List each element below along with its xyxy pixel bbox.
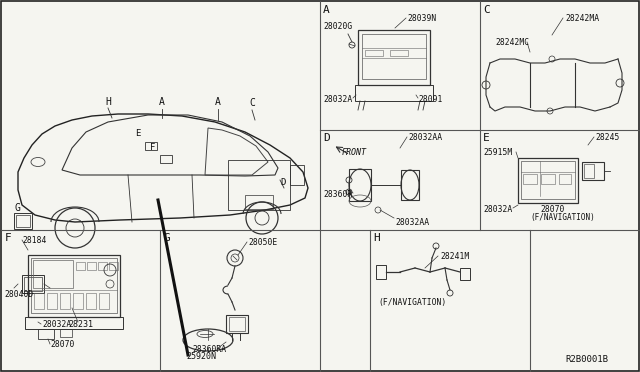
Text: 28242MA: 28242MA bbox=[565, 14, 599, 23]
Bar bbox=[349, 169, 371, 201]
Bar bbox=[358, 30, 430, 85]
Text: 28032AA: 28032AA bbox=[408, 133, 442, 142]
Bar bbox=[521, 161, 575, 199]
Text: 28032A: 28032A bbox=[323, 95, 352, 104]
Bar bbox=[38, 329, 54, 339]
Text: 28020G: 28020G bbox=[323, 22, 352, 31]
Text: 28040D: 28040D bbox=[4, 290, 33, 299]
Bar bbox=[25, 317, 123, 329]
Text: 28241M: 28241M bbox=[440, 252, 469, 261]
Text: E: E bbox=[134, 129, 140, 138]
Bar bbox=[16, 215, 30, 227]
Bar bbox=[34, 293, 44, 309]
Text: F: F bbox=[150, 143, 155, 152]
Text: D: D bbox=[323, 133, 330, 143]
Bar bbox=[229, 317, 245, 331]
Bar bbox=[87, 262, 96, 270]
Bar bbox=[145, 142, 157, 150]
Text: (F/NAVIGATION): (F/NAVIGATION) bbox=[530, 213, 595, 222]
Text: G: G bbox=[14, 203, 20, 213]
Text: 28360RA: 28360RA bbox=[192, 345, 226, 354]
Bar bbox=[290, 165, 304, 185]
Text: 28032AA: 28032AA bbox=[395, 218, 429, 227]
Bar bbox=[60, 293, 70, 309]
Text: 28091: 28091 bbox=[418, 95, 442, 104]
Bar bbox=[226, 315, 248, 333]
Bar bbox=[76, 262, 85, 270]
Bar bbox=[86, 293, 96, 309]
Text: A: A bbox=[215, 97, 221, 107]
Text: 28070: 28070 bbox=[50, 340, 74, 349]
Text: 28360R: 28360R bbox=[323, 190, 352, 199]
Text: 28032A: 28032A bbox=[42, 320, 71, 329]
Text: A: A bbox=[323, 5, 330, 15]
Text: H: H bbox=[373, 233, 380, 243]
Text: 28245: 28245 bbox=[595, 133, 620, 142]
Bar bbox=[376, 265, 386, 279]
Text: F: F bbox=[5, 233, 12, 243]
Text: 25920N: 25920N bbox=[186, 352, 216, 361]
Text: C: C bbox=[483, 5, 490, 15]
Bar bbox=[584, 164, 594, 178]
Bar bbox=[362, 34, 426, 79]
Bar bbox=[60, 329, 72, 337]
Bar bbox=[73, 293, 83, 309]
Bar bbox=[365, 50, 383, 56]
Text: E: E bbox=[483, 133, 490, 143]
Bar bbox=[401, 170, 419, 200]
Text: 28231: 28231 bbox=[68, 320, 93, 329]
Bar bbox=[245, 195, 273, 209]
Bar bbox=[14, 213, 32, 229]
Text: H: H bbox=[105, 97, 111, 107]
Text: 28039N: 28039N bbox=[407, 14, 436, 23]
Bar bbox=[523, 174, 537, 184]
Bar bbox=[24, 277, 42, 291]
Bar bbox=[47, 293, 57, 309]
Text: FRONT: FRONT bbox=[342, 148, 367, 157]
Bar bbox=[355, 85, 433, 101]
Bar bbox=[98, 262, 107, 270]
Text: (F/NAVIGATION): (F/NAVIGATION) bbox=[378, 298, 446, 307]
Text: 28070: 28070 bbox=[540, 205, 564, 214]
Bar bbox=[28, 255, 120, 317]
Bar bbox=[33, 260, 73, 288]
Bar bbox=[541, 174, 555, 184]
Bar bbox=[390, 50, 408, 56]
Text: 28032A: 28032A bbox=[483, 205, 512, 214]
Bar bbox=[22, 275, 44, 293]
Text: R2B0001B: R2B0001B bbox=[565, 355, 608, 364]
Bar bbox=[160, 155, 172, 163]
Bar bbox=[559, 174, 571, 184]
Text: C: C bbox=[249, 98, 255, 108]
Bar bbox=[31, 258, 117, 313]
Text: 25915M: 25915M bbox=[483, 148, 512, 157]
Bar bbox=[460, 268, 470, 280]
Bar bbox=[228, 160, 290, 210]
Text: 28184: 28184 bbox=[22, 236, 46, 245]
Text: 28242MC: 28242MC bbox=[495, 38, 529, 47]
Text: G: G bbox=[163, 233, 170, 243]
Bar bbox=[109, 262, 118, 270]
Text: A: A bbox=[159, 97, 165, 107]
Bar bbox=[582, 162, 604, 180]
Bar bbox=[518, 158, 578, 203]
Bar bbox=[99, 293, 109, 309]
Text: D: D bbox=[280, 178, 285, 187]
Text: 28050E: 28050E bbox=[248, 238, 277, 247]
